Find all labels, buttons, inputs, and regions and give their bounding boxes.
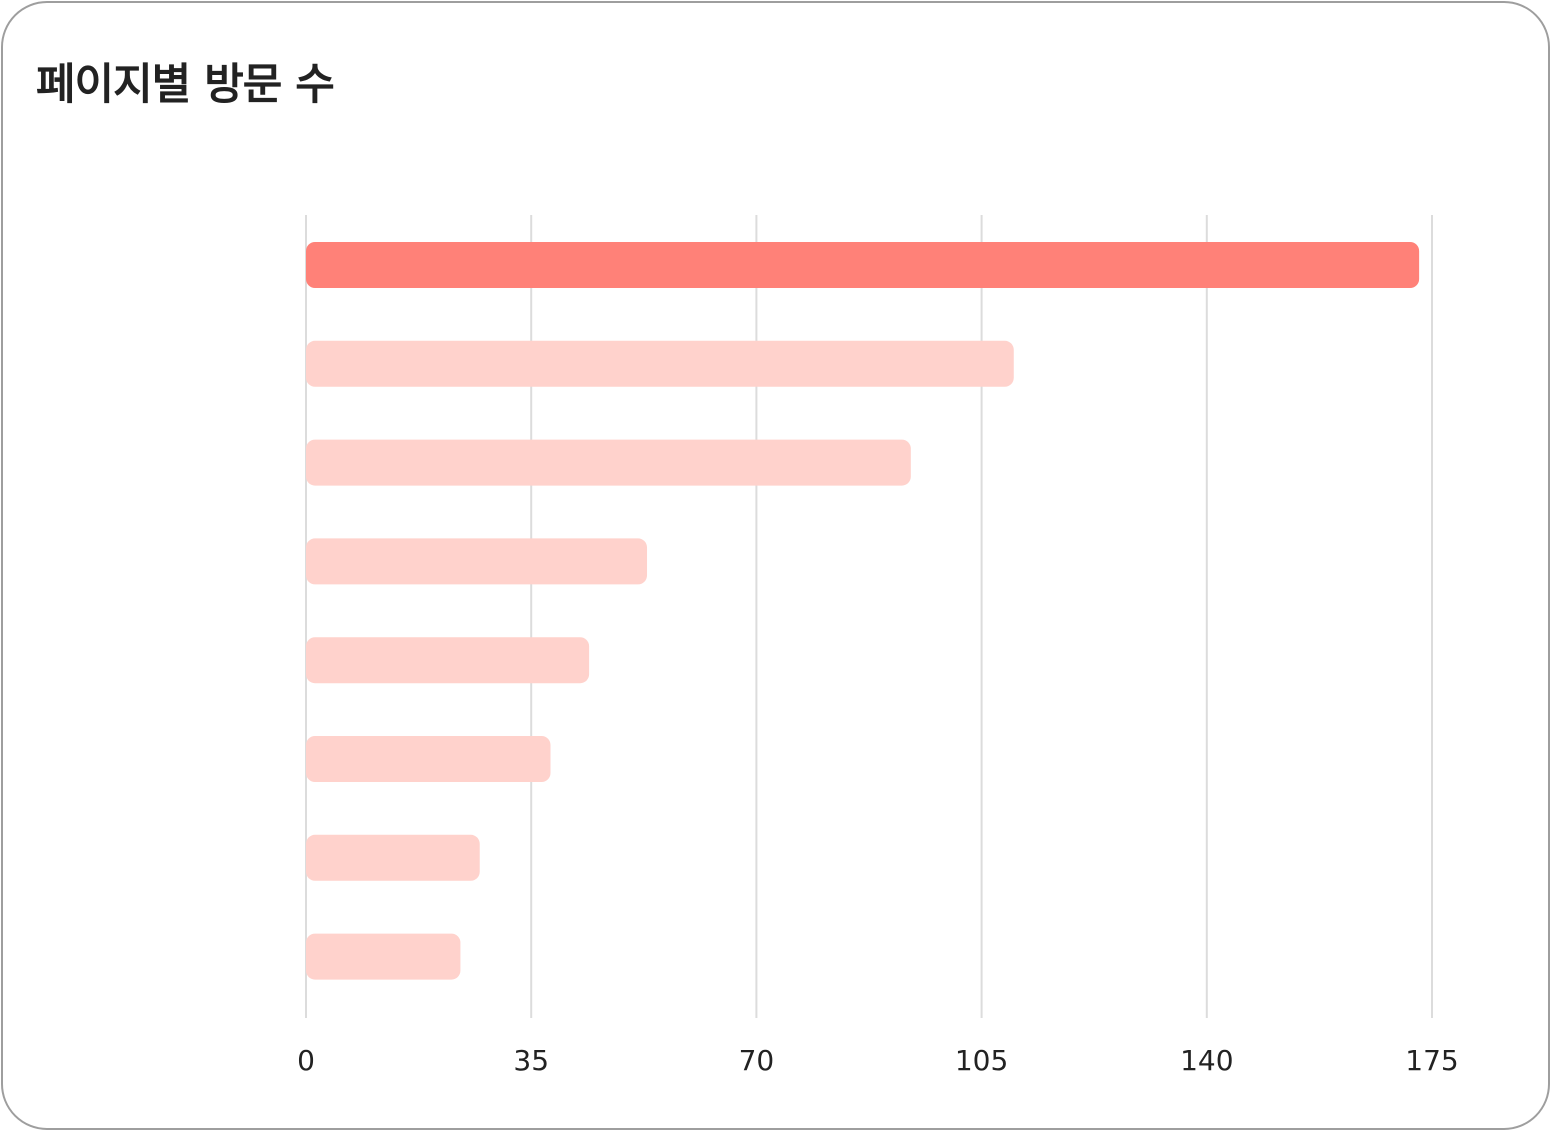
x-tick-label: 105 xyxy=(955,1044,1008,1077)
bar[interactable] xyxy=(306,439,911,486)
x-tick-label: 35 xyxy=(513,1044,549,1077)
grid-lines xyxy=(305,215,1433,1018)
x-tick-label: 140 xyxy=(1180,1044,1233,1077)
bar[interactable] xyxy=(306,834,480,881)
bar[interactable] xyxy=(306,736,551,782)
bar[interactable] xyxy=(306,340,1014,387)
x-axis-ticks: 0 35 70 105 140 175 xyxy=(297,1044,1459,1077)
bar-highlighted[interactable] xyxy=(306,242,1420,288)
x-tick-label: 70 xyxy=(739,1044,775,1077)
bar[interactable] xyxy=(306,933,461,980)
x-tick-label: 175 xyxy=(1405,1044,1458,1077)
x-tick-label: 0 xyxy=(297,1044,315,1077)
bars xyxy=(306,242,1420,980)
chart-title: 페이지별 방문 수 xyxy=(36,60,335,110)
bar[interactable] xyxy=(306,538,648,585)
bar[interactable] xyxy=(306,637,590,684)
